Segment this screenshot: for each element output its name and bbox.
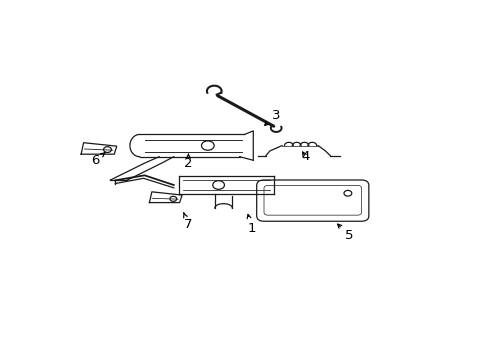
Text: 3: 3 bbox=[264, 109, 280, 125]
Text: 4: 4 bbox=[301, 150, 309, 163]
Text: 6: 6 bbox=[91, 153, 105, 167]
Text: 5: 5 bbox=[337, 224, 353, 242]
Text: 2: 2 bbox=[184, 154, 192, 170]
Text: 7: 7 bbox=[183, 213, 192, 231]
Text: 1: 1 bbox=[246, 215, 256, 235]
